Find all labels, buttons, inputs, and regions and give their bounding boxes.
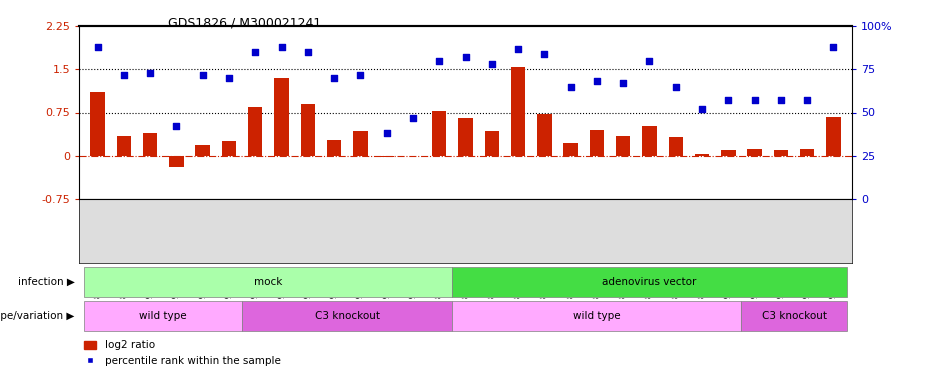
Point: [589, 78, 604, 84]
Bar: [484, 132, 499, 156]
Text: mock: mock: [254, 277, 283, 287]
Point: [668, 84, 683, 90]
Point: [458, 54, 473, 60]
Point: [432, 58, 447, 64]
Point: [142, 70, 157, 76]
Bar: [563, 143, 578, 156]
Bar: [616, 135, 630, 156]
Point: [196, 72, 210, 78]
Bar: [85, 301, 242, 331]
Bar: [222, 141, 236, 156]
Bar: [169, 156, 183, 167]
Point: [510, 46, 525, 52]
Point: [774, 98, 789, 104]
Point: [537, 51, 552, 57]
Bar: [741, 301, 846, 331]
Text: wild type: wild type: [573, 311, 621, 321]
Bar: [452, 267, 846, 297]
Bar: [301, 104, 315, 156]
Legend: log2 ratio, percentile rank within the sample: log2 ratio, percentile rank within the s…: [80, 336, 285, 370]
Bar: [668, 137, 683, 156]
Text: C3 knockout: C3 knockout: [762, 311, 827, 321]
Bar: [458, 118, 473, 156]
Bar: [90, 92, 105, 156]
Bar: [353, 132, 368, 156]
Point: [353, 72, 368, 78]
Point: [695, 106, 709, 112]
Point: [826, 44, 841, 50]
Point: [90, 44, 105, 50]
Bar: [722, 150, 735, 156]
Bar: [642, 126, 656, 156]
Point: [406, 115, 421, 121]
Point: [274, 44, 289, 50]
Text: genotype/variation ▶: genotype/variation ▶: [0, 311, 74, 321]
Point: [116, 72, 131, 78]
Point: [222, 75, 236, 81]
Bar: [142, 133, 157, 156]
Point: [169, 123, 183, 129]
Bar: [116, 135, 131, 156]
Point: [327, 75, 342, 81]
Text: adenovirus vector: adenovirus vector: [602, 277, 696, 287]
Text: wild type: wild type: [140, 311, 187, 321]
Point: [800, 98, 815, 104]
Bar: [589, 130, 604, 156]
Point: [615, 80, 630, 86]
Point: [301, 49, 316, 55]
Point: [484, 61, 499, 67]
Point: [563, 84, 578, 90]
Bar: [774, 150, 789, 156]
Bar: [800, 149, 815, 156]
Text: infection ▶: infection ▶: [18, 277, 74, 287]
Bar: [327, 140, 342, 156]
Bar: [511, 66, 525, 156]
Text: C3 knockout: C3 knockout: [315, 311, 380, 321]
Bar: [248, 107, 263, 156]
Bar: [380, 156, 394, 158]
Bar: [748, 149, 762, 156]
Point: [379, 130, 394, 136]
Point: [748, 98, 762, 104]
Bar: [432, 111, 447, 156]
Bar: [242, 301, 452, 331]
Text: GDS1826 / M300021241: GDS1826 / M300021241: [168, 17, 321, 30]
Point: [642, 58, 657, 64]
Bar: [275, 78, 289, 156]
Bar: [695, 154, 709, 156]
Bar: [452, 301, 741, 331]
Bar: [85, 267, 452, 297]
Bar: [196, 145, 209, 156]
Bar: [537, 114, 551, 156]
Point: [721, 98, 735, 104]
Point: [248, 49, 263, 55]
Bar: [826, 117, 841, 156]
